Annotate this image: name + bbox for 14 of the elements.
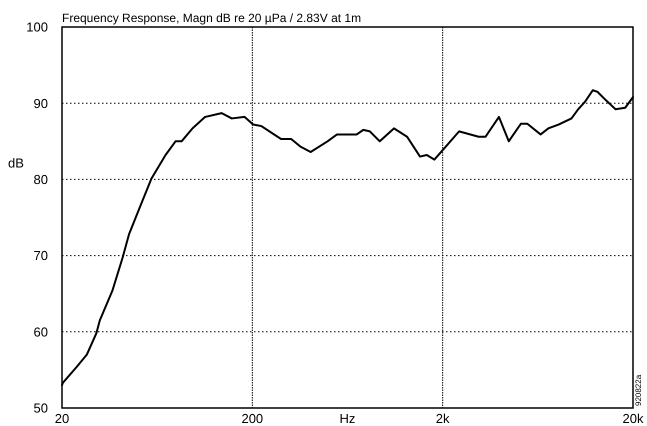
x-tick-label: 2k xyxy=(436,411,450,426)
y-axis-title: dB xyxy=(8,156,24,170)
x-tick-label: 20 xyxy=(54,411,70,426)
y-tick-label: 60 xyxy=(34,324,48,340)
x-axis-title: Hz xyxy=(340,411,356,426)
y-tick-label: 50 xyxy=(34,400,48,416)
y-tick-label: 80 xyxy=(34,172,48,187)
y-tick-label: 70 xyxy=(34,248,48,264)
text: 920822a xyxy=(634,374,643,406)
y-tick-label: 90 xyxy=(34,96,48,111)
x-tick-label: 20k xyxy=(622,411,644,426)
x-tick-label: 200 xyxy=(241,411,264,426)
chart-title: Frequency Response, Magn dB re 20 µPa / 2.83V at 1m xyxy=(62,11,362,25)
y-tick-label: 100 xyxy=(26,20,48,35)
